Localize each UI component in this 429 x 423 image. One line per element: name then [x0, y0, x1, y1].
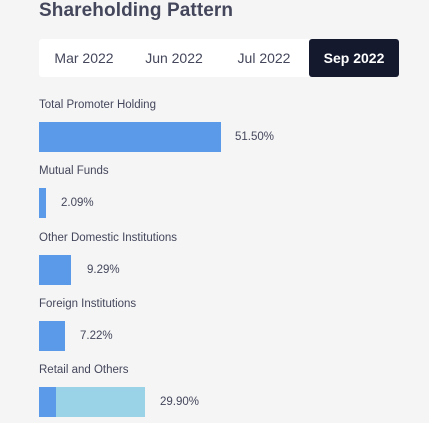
holding-value: 9.29% — [87, 264, 120, 276]
tab-jul-2022[interactable]: Jul 2022 — [237, 50, 291, 66]
holding-label: Retail and Others — [39, 364, 129, 376]
holding-value: 51.50% — [235, 131, 275, 143]
section-title: Shareholding Pattern — [39, 0, 234, 21]
holding-bar-fill-secondary — [56, 387, 145, 417]
holding-value: 2.09% — [61, 197, 94, 209]
holding-bar-fill — [39, 188, 46, 218]
tab-jun-2022[interactable]: Jun 2022 — [145, 50, 203, 66]
holding-bar-fill — [39, 321, 65, 351]
holding-label: Total Promoter Holding — [39, 99, 156, 111]
holding-value: 7.22% — [80, 330, 113, 342]
holding-value: 29.90% — [160, 396, 200, 408]
tab-sep-2022[interactable]: Sep 2022 — [309, 39, 399, 77]
holding-label: Mutual Funds — [39, 165, 109, 177]
holding-bar-fill — [39, 387, 56, 417]
tab-mar-2022[interactable]: Mar 2022 — [54, 50, 114, 66]
period-tabs: Mar 2022 Jun 2022 Jul 2022 Sep 2022 — [39, 39, 399, 77]
holding-bar-fill — [39, 122, 221, 152]
holding-label: Other Domestic Institutions — [39, 232, 178, 244]
holding-label: Foreign Institutions — [39, 298, 137, 310]
holding-bar-fill — [39, 255, 71, 285]
